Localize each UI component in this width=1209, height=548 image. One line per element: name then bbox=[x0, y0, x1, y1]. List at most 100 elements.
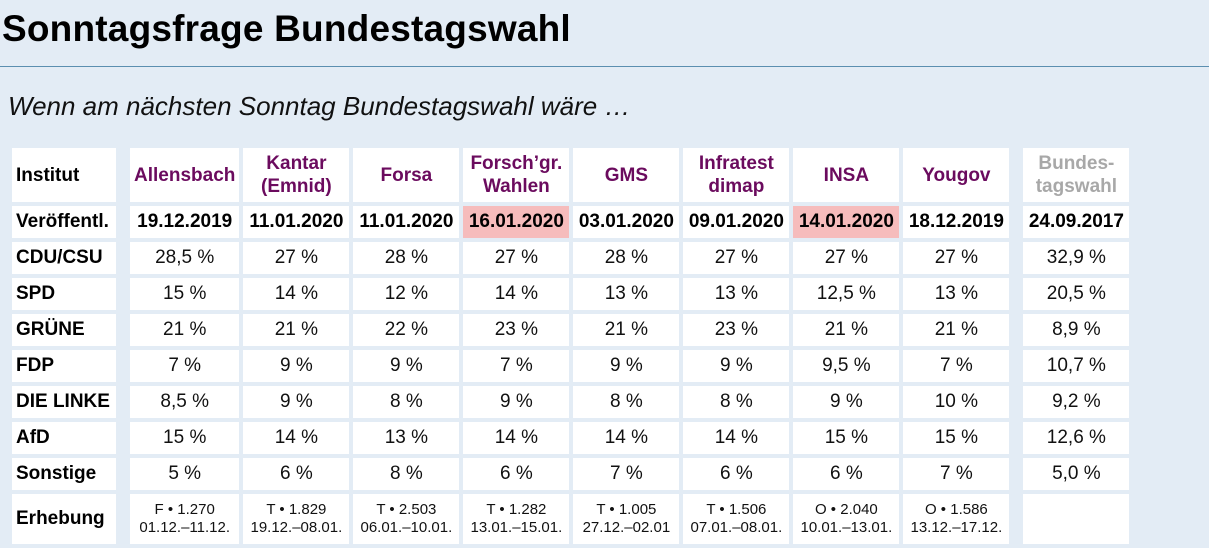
poll-value: 8 % bbox=[353, 386, 460, 418]
poll-value: 7 % bbox=[573, 458, 680, 490]
poll-value: 21 % bbox=[903, 314, 1010, 346]
title-divider bbox=[0, 66, 1209, 67]
erhebung-row: Erhebung F • 1.270 01.12.–11.12. T • 1.829 1… bbox=[12, 494, 1130, 544]
poll-value: 6 % bbox=[683, 458, 790, 490]
publication-date: 11.01.2020 bbox=[353, 206, 460, 238]
poll-value: 10 % bbox=[903, 386, 1010, 418]
party-name: GRÜNE bbox=[12, 314, 116, 346]
poll-value: 14 % bbox=[463, 278, 570, 310]
poll-value: 28 % bbox=[573, 242, 680, 274]
column-gap bbox=[120, 458, 126, 490]
date-row: Veröffentl. 19.12.2019 11.01.2020 11.01.202… bbox=[12, 206, 1130, 238]
institute-name-line2: dimap bbox=[708, 176, 765, 197]
reference-date: 24.09.2017 bbox=[1023, 206, 1130, 238]
poll-value: 6 % bbox=[243, 458, 350, 490]
party-row: CDU/CSU 28,5 % 27 % 28 % 27 % 28 % 27 % 27 % 27 … bbox=[12, 242, 1130, 274]
survey-period: 01.12.–11.12. bbox=[139, 519, 230, 536]
survey-info: O • 1.586 13.12.–17.12. bbox=[903, 494, 1010, 544]
party-name: CDU/CSU bbox=[12, 242, 116, 274]
poll-value: 15 % bbox=[793, 422, 900, 454]
party-name: AfD bbox=[12, 422, 116, 454]
institute-name-line1: Kantar bbox=[266, 153, 327, 174]
poll-table: Institut Allensbach Kantar (Emnid) Forsa Fors… bbox=[8, 144, 1133, 548]
column-gap bbox=[120, 278, 126, 310]
survey-info: T • 1.829 19.12.–08.01. bbox=[243, 494, 350, 544]
institute-header: Yougov bbox=[903, 148, 1010, 202]
poll-value: 9,5 % bbox=[793, 350, 900, 382]
poll-value: 9 % bbox=[573, 350, 680, 382]
poll-value: 8 % bbox=[573, 386, 680, 418]
party-row: FDP 7 % 9 % 9 % 7 % 9 % 9 % 9,5 % 7 % 10,7 % bbox=[12, 350, 1130, 382]
poll-value: 27 % bbox=[903, 242, 1010, 274]
column-gap bbox=[1013, 242, 1019, 274]
institute-header: GMS bbox=[573, 148, 680, 202]
page-title: Sonntagsfrage Bundestagswahl bbox=[2, 8, 571, 49]
poll-value: 15 % bbox=[130, 422, 240, 454]
poll-value: 9 % bbox=[463, 386, 570, 418]
column-gap bbox=[120, 494, 126, 544]
survey-period: 13.12.–17.12. bbox=[910, 519, 1003, 536]
poll-value: 23 % bbox=[463, 314, 570, 346]
reference-value: 20,5 % bbox=[1023, 278, 1130, 310]
publication-date: 03.01.2020 bbox=[573, 206, 680, 238]
poll-value: 14 % bbox=[683, 422, 790, 454]
party-row: SPD 15 % 14 % 12 % 14 % 13 % 13 % 12,5 % 13 % 20,… bbox=[12, 278, 1130, 310]
column-gap bbox=[120, 206, 126, 238]
poll-value: 15 % bbox=[130, 278, 240, 310]
institute-name-line1: INSA bbox=[823, 164, 870, 186]
poll-value: 14 % bbox=[243, 422, 350, 454]
survey-period: 06.01.–10.01. bbox=[360, 519, 453, 536]
reference-value: 32,9 % bbox=[1023, 242, 1130, 274]
poll-value: 8 % bbox=[353, 458, 460, 490]
reference-value: 8,9 % bbox=[1023, 314, 1130, 346]
poll-value: 13 % bbox=[573, 278, 680, 310]
reference-value: 12,6 % bbox=[1023, 422, 1130, 454]
survey-info: T • 2.503 06.01.–10.01. bbox=[353, 494, 460, 544]
publication-date: 16.01.2020 bbox=[463, 206, 570, 238]
poll-value: 14 % bbox=[463, 422, 570, 454]
party-name: FDP bbox=[12, 350, 116, 382]
survey-method-size: O • 2.040 bbox=[814, 501, 878, 518]
poll-value: 14 % bbox=[573, 422, 680, 454]
party-row: Sonstige 5 % 6 % 8 % 6 % 7 % 6 % 6 % 7 % 5,0 % bbox=[12, 458, 1130, 490]
poll-value: 7 % bbox=[903, 350, 1010, 382]
institute-header: Kantar (Emnid) bbox=[243, 148, 350, 202]
institute-name-line1: Yougov bbox=[922, 164, 991, 186]
survey-method-size: F • 1.270 bbox=[154, 501, 215, 518]
poll-value: 7 % bbox=[130, 350, 240, 382]
poll-value: 7 % bbox=[903, 458, 1010, 490]
survey-method-size: T • 1.829 bbox=[266, 501, 327, 518]
poll-value: 21 % bbox=[793, 314, 900, 346]
column-gap bbox=[1013, 148, 1019, 202]
reference-survey-info bbox=[1023, 494, 1130, 544]
corner-label: Institut bbox=[12, 148, 116, 202]
survey-method-size: T • 2.503 bbox=[376, 501, 437, 518]
poll-value: 14 % bbox=[243, 278, 350, 310]
column-gap bbox=[1013, 494, 1019, 544]
survey-period: 27.12.–02.01 bbox=[582, 519, 671, 536]
institute-name-line1: Forsa bbox=[380, 164, 433, 186]
reference-header: Bundes-tagswahl bbox=[1023, 148, 1130, 202]
poll-value: 13 % bbox=[903, 278, 1010, 310]
poll-value: 28,5 % bbox=[130, 242, 240, 274]
poll-value: 9 % bbox=[243, 386, 350, 418]
institute-name-line1: Allensbach bbox=[134, 164, 236, 186]
column-gap bbox=[1013, 278, 1019, 310]
column-gap bbox=[1013, 422, 1019, 454]
publication-date: 09.01.2020 bbox=[683, 206, 790, 238]
survey-info: T • 1.282 13.01.–15.01. bbox=[463, 494, 570, 544]
poll-value: 7 % bbox=[463, 350, 570, 382]
page-subtitle: Wenn am nächsten Sonntag Bundestagswahl … bbox=[8, 91, 631, 121]
survey-info: T • 1.506 07.01.–08.01. bbox=[683, 494, 790, 544]
survey-period: 10.01.–13.01. bbox=[800, 519, 893, 536]
poll-value: 21 % bbox=[243, 314, 350, 346]
party-row: AfD 15 % 14 % 13 % 14 % 14 % 14 % 15 % 15 % 12,6 … bbox=[12, 422, 1130, 454]
poll-value: 5 % bbox=[130, 458, 240, 490]
institute-name-line2: (Emnid) bbox=[261, 176, 332, 197]
reference-name-line2: tagswahl bbox=[1035, 176, 1118, 197]
reference-value: 9,2 % bbox=[1023, 386, 1130, 418]
column-gap bbox=[1013, 206, 1019, 238]
poll-value: 21 % bbox=[130, 314, 240, 346]
column-gap bbox=[120, 148, 126, 202]
poll-value: 9 % bbox=[353, 350, 460, 382]
